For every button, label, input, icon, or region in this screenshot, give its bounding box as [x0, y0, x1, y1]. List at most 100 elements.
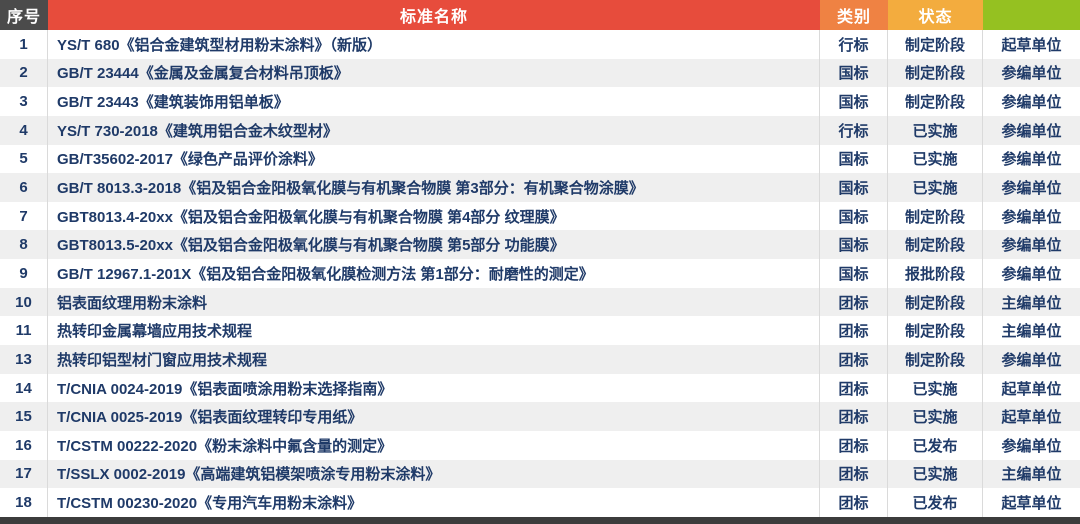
role-cell: 参编单位: [1001, 351, 1062, 369]
header-index: 序号: [0, 0, 48, 30]
standard-name-cell: T/CSTM 00222-2020《粉末涂料中氟含量的测定》: [48, 430, 820, 460]
row-index-cell: 16: [0, 430, 48, 460]
category-cell: 国标: [820, 87, 888, 116]
role-cell: 起草单位: [1001, 36, 1062, 54]
row-index-cell: 15: [0, 402, 48, 431]
category-cell: 团标: [820, 287, 888, 317]
status-cell: 已发布: [888, 488, 983, 517]
table-row: 4 YS/T 730-2018《建筑用铝合金木纹型材》 行标 已实施 参编单位: [0, 115, 1080, 145]
row-index-cell: 6: [0, 173, 48, 202]
category-cell: 团标: [820, 316, 888, 346]
table-row: 13 热转印铝型材门窗应用技术规程 团标 制定阶段 参编单位: [0, 345, 1080, 374]
standard-name-cell: GBT8013.4-20xx《铝及铝合金阳极氧化膜与有机聚合物膜 第4部分 纹理…: [48, 201, 820, 231]
row-index-cell: 3: [0, 87, 48, 116]
row-index-cell: 5: [0, 144, 48, 174]
status-cell: 制定阶段: [888, 87, 983, 116]
table-row: 2 GB/T 23444《金属及金属复合材料吊顶板》 国标 制定阶段 参编单位: [0, 58, 1080, 88]
table-row: 6 GB/T 8013.3-2018《铝及铝合金阳极氧化膜与有机聚合物膜 第3部…: [0, 173, 1080, 202]
row-index-cell: 14: [0, 373, 48, 403]
row-index-cell: 13: [0, 345, 48, 374]
role-cell: 参编单位: [1001, 208, 1062, 226]
standard-name-cell: T/CNIA 0024-2019《铝表面喷涂用粉末选择指南》: [48, 373, 820, 403]
table-row: 7 GBT8013.4-20xx《铝及铝合金阳极氧化膜与有机聚合物膜 第4部分 …: [0, 201, 1080, 231]
status-cell: 制定阶段: [888, 201, 983, 231]
row-index-cell: 7: [0, 201, 48, 231]
table-row: 5 GB/T35602-2017《绿色产品评价涂料》 国标 已实施 参编单位: [0, 144, 1080, 174]
status-cell: 报批阶段: [888, 259, 983, 288]
table-row: 15 T/CNIA 0025-2019《铝表面纹理转印专用纸》 团标 已实施 起…: [0, 402, 1080, 431]
table-body: 1 YS/T 680《铝合金建筑型材用粉末涂料》（新版） 行标 制定阶段 起草单…: [0, 30, 1080, 517]
category-cell: 团标: [820, 459, 888, 489]
category-cell: 团标: [820, 488, 888, 517]
standard-name-cell: GBT8013.5-20xx《铝及铝合金阳极氧化膜与有机聚合物膜 第5部分 功能…: [48, 230, 820, 260]
standard-name-cell: T/SSLX 0002-2019《高端建筑铝模架喷涂专用粉末涂料》: [48, 459, 820, 489]
table-row: 11 热转印金属幕墙应用技术规程 团标 制定阶段 主编单位: [0, 316, 1080, 346]
category-cell: 国标: [820, 173, 888, 202]
role-cell: 起草单位: [1001, 380, 1062, 398]
category-cell: 国标: [820, 58, 888, 88]
row-index-cell: 8: [0, 230, 48, 260]
status-cell: 已实施: [888, 402, 983, 431]
status-cell: 已发布: [888, 430, 983, 460]
table-row: 18 T/CSTM 00230-2020《专用汽车用粉末涂料》 团标 已发布 起…: [0, 488, 1080, 517]
role-cell: 起草单位: [1001, 409, 1062, 427]
category-cell: 行标: [820, 115, 888, 145]
status-cell: 已实施: [888, 115, 983, 145]
category-cell: 团标: [820, 345, 888, 374]
status-cell: 已实施: [888, 144, 983, 174]
standard-name-cell: 铝表面纹理用粉末涂料: [48, 287, 820, 317]
header-category: 类别: [820, 0, 888, 30]
table-row: 14 T/CNIA 0024-2019《铝表面喷涂用粉末选择指南》 团标 已实施…: [0, 373, 1080, 403]
status-cell: 制定阶段: [888, 230, 983, 260]
role-cell: 参编单位: [1001, 151, 1062, 169]
role-cell: 起草单位: [1001, 495, 1062, 513]
row-index-cell: 9: [0, 259, 48, 288]
role-cell: 主编单位: [1001, 323, 1062, 341]
role-cell: 参编单位: [1001, 265, 1062, 283]
row-index-cell: 2: [0, 58, 48, 88]
status-cell: 制定阶段: [888, 345, 983, 374]
status-cell: 制定阶段: [888, 58, 983, 88]
role-cell: 参编单位: [1001, 65, 1062, 83]
standard-name-cell: GB/T 23444《金属及金属复合材料吊顶板》: [48, 58, 820, 88]
status-cell: 已实施: [888, 173, 983, 202]
table-row: 9 GB/T 12967.1-201X《铝及铝合金阳极氧化膜检测方法 第1部分：…: [0, 259, 1080, 288]
standard-name-cell: GB/T35602-2017《绿色产品评价涂料》: [48, 144, 820, 174]
row-index-cell: 18: [0, 488, 48, 517]
standard-name-cell: 热转印金属幕墙应用技术规程: [48, 316, 820, 346]
row-index-cell: 11: [0, 316, 48, 346]
standard-name-cell: YS/T 680《铝合金建筑型材用粉末涂料》（新版）: [48, 30, 820, 59]
category-cell: 国标: [820, 230, 888, 260]
row-index-cell: 4: [0, 115, 48, 145]
header-status: 状态: [888, 0, 983, 30]
table-row: 1 YS/T 680《铝合金建筑型材用粉末涂料》（新版） 行标 制定阶段 起草单…: [0, 30, 1080, 59]
standard-name-cell: YS/T 730-2018《建筑用铝合金木纹型材》: [48, 115, 820, 145]
role-cell: 主编单位: [1001, 466, 1062, 484]
bottom-bar: [0, 517, 1080, 524]
category-cell: 国标: [820, 144, 888, 174]
table-row: 8 GBT8013.5-20xx《铝及铝合金阳极氧化膜与有机聚合物膜 第5部分 …: [0, 230, 1080, 260]
role-cell: 参编单位: [1001, 437, 1062, 455]
table-row: 16 T/CSTM 00222-2020《粉末涂料中氟含量的测定》 团标 已发布…: [0, 430, 1080, 460]
role-cell: 参编单位: [1001, 180, 1062, 198]
row-index-cell: 10: [0, 287, 48, 317]
standard-name-cell: 热转印铝型材门窗应用技术规程: [48, 345, 820, 374]
row-index-cell: 1: [0, 30, 48, 59]
category-cell: 团标: [820, 373, 888, 403]
category-cell: 行标: [820, 30, 888, 59]
role-cell: 参编单位: [1001, 122, 1062, 140]
status-cell: 制定阶段: [888, 287, 983, 317]
role-cell: 参编单位: [1001, 237, 1062, 255]
category-cell: 国标: [820, 259, 888, 288]
category-cell: 团标: [820, 430, 888, 460]
status-cell: 制定阶段: [888, 316, 983, 346]
standard-name-cell: T/CNIA 0025-2019《铝表面纹理转印专用纸》: [48, 402, 820, 431]
table-header: 序号 标准名称 类别 状态: [0, 0, 1080, 30]
header-name: 标准名称: [48, 0, 820, 30]
standard-name-cell: GB/T 23443《建筑装饰用铝单板》: [48, 87, 820, 116]
role-cell: 主编单位: [1001, 294, 1062, 312]
category-cell: 团标: [820, 402, 888, 431]
table-row: 3 GB/T 23443《建筑装饰用铝单板》 国标 制定阶段 参编单位: [0, 87, 1080, 116]
row-index-cell: 17: [0, 459, 48, 489]
